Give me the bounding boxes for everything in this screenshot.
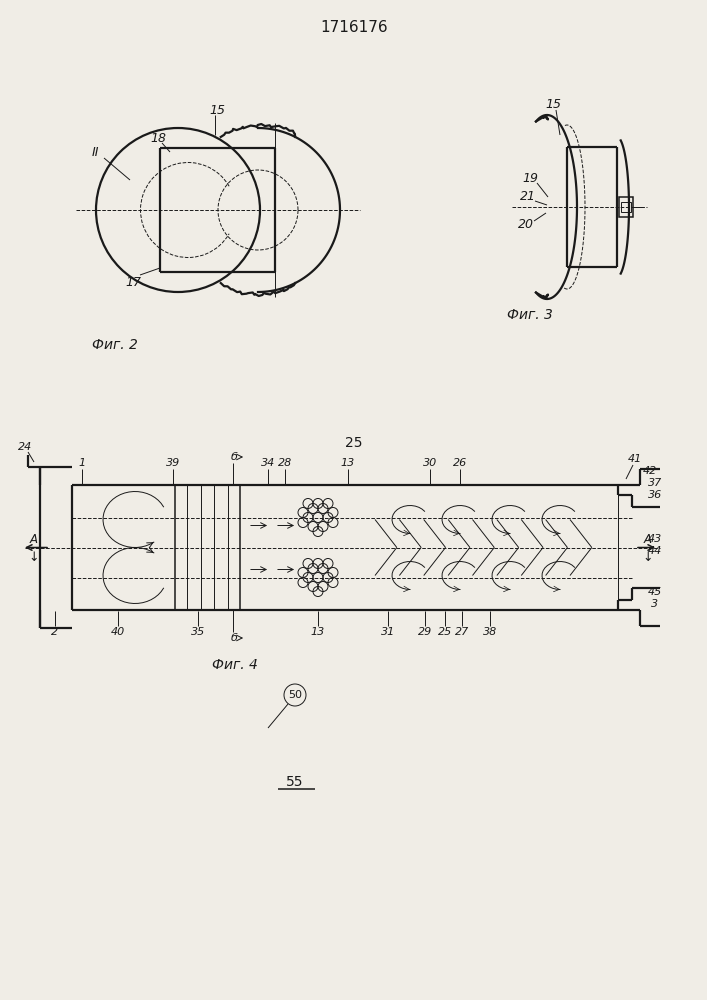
Text: 20: 20: [518, 219, 534, 232]
Text: 35: 35: [191, 627, 205, 637]
Text: 1: 1: [78, 458, 86, 468]
Text: 2: 2: [52, 627, 59, 637]
Text: 17: 17: [125, 275, 141, 288]
Text: 30: 30: [423, 458, 437, 468]
Text: 40: 40: [111, 627, 125, 637]
Text: 25: 25: [345, 436, 363, 450]
Text: б: б: [230, 452, 238, 462]
Text: Фиг. 4: Фиг. 4: [212, 658, 258, 672]
Text: 3: 3: [651, 599, 658, 609]
Text: 26: 26: [453, 458, 467, 468]
Text: 27: 27: [455, 627, 469, 637]
Text: 38: 38: [483, 627, 497, 637]
Text: 15: 15: [545, 99, 561, 111]
Text: 24: 24: [18, 442, 32, 452]
Text: 44: 44: [648, 546, 662, 556]
Text: 28: 28: [278, 458, 292, 468]
Text: 50: 50: [288, 690, 302, 700]
Text: 13: 13: [311, 627, 325, 637]
Bar: [619, 197, 633, 217]
Text: 43: 43: [648, 534, 662, 544]
Text: 45: 45: [648, 587, 662, 597]
Text: 31: 31: [381, 627, 395, 637]
Text: 41: 41: [628, 454, 642, 464]
Text: 18: 18: [150, 131, 166, 144]
Text: 37: 37: [648, 478, 662, 488]
Text: A: A: [30, 533, 38, 546]
Text: Фиг. 2: Фиг. 2: [92, 338, 138, 352]
Text: 13: 13: [341, 458, 355, 468]
Text: 29: 29: [418, 627, 432, 637]
Text: 19: 19: [522, 172, 538, 186]
Text: б: б: [230, 633, 238, 643]
Text: Фиг. 3: Фиг. 3: [507, 308, 553, 322]
Bar: [621, 202, 631, 212]
Text: 36: 36: [648, 490, 662, 500]
Text: 42: 42: [643, 466, 657, 476]
Text: ↓: ↓: [643, 551, 653, 564]
Text: II: II: [91, 145, 99, 158]
Text: 15: 15: [209, 104, 225, 116]
Text: 39: 39: [166, 458, 180, 468]
Text: A: A: [644, 533, 652, 546]
Text: ↓: ↓: [29, 551, 40, 564]
Text: 21: 21: [520, 190, 536, 204]
Text: 55: 55: [286, 775, 304, 789]
Text: 25: 25: [438, 627, 452, 637]
Text: 1716176: 1716176: [320, 20, 388, 35]
Text: 34: 34: [261, 458, 275, 468]
